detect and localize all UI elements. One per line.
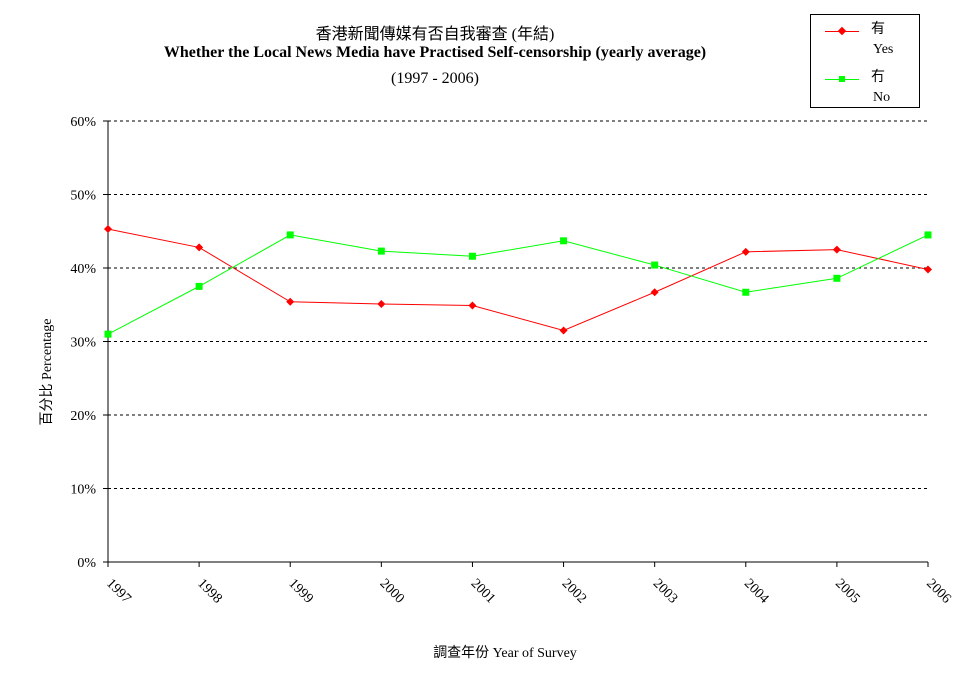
data-point-diamond bbox=[559, 326, 568, 335]
data-point-square bbox=[286, 231, 294, 239]
data-point-diamond bbox=[650, 288, 659, 297]
legend-square-marker bbox=[839, 76, 845, 82]
legend-label-en: No bbox=[873, 90, 891, 105]
data-point-square bbox=[377, 247, 385, 255]
x-tick-label: 2006 bbox=[923, 576, 953, 606]
data-point-diamond bbox=[924, 265, 932, 274]
y-tick-label: 50% bbox=[70, 189, 96, 204]
data-point-square bbox=[924, 231, 932, 239]
chart-title-chinese: 香港新聞傳媒有否自我審查 (年結) bbox=[315, 26, 555, 43]
data-point-square bbox=[195, 282, 203, 290]
data-point-square bbox=[742, 288, 750, 296]
y-tick-label: 60% bbox=[70, 115, 96, 130]
x-tick-label: 2003 bbox=[650, 576, 680, 606]
x-tick-label: 2001 bbox=[468, 576, 498, 606]
chart-legend: 有 Yes 冇 No bbox=[810, 14, 920, 108]
legend-label-zh: 冇 bbox=[871, 70, 885, 85]
y-tick-label: 20% bbox=[70, 409, 96, 424]
data-point-square bbox=[560, 237, 568, 245]
data-point-diamond bbox=[468, 301, 477, 310]
data-point-square bbox=[833, 274, 841, 282]
series-line bbox=[107, 228, 929, 332]
legend-label-en: Yes bbox=[873, 42, 894, 57]
data-point-diamond bbox=[741, 247, 750, 256]
chart-title-range: (1997 - 2006) bbox=[391, 70, 479, 87]
x-tick-label: 2004 bbox=[741, 576, 771, 606]
x-tick-label: 2000 bbox=[377, 576, 407, 606]
y-tick-label: 40% bbox=[70, 262, 96, 277]
series-line bbox=[107, 234, 929, 335]
data-point-diamond bbox=[195, 243, 204, 252]
data-point-diamond bbox=[832, 245, 841, 254]
x-tick-label: 1998 bbox=[194, 576, 224, 606]
y-tick-label: 30% bbox=[70, 336, 96, 351]
data-point-diamond bbox=[377, 300, 386, 309]
data-point-square bbox=[468, 252, 476, 260]
data-point-square bbox=[104, 330, 112, 338]
x-tick-label: 2002 bbox=[559, 576, 589, 606]
y-axis-label: 百分比 Percentage bbox=[40, 318, 55, 426]
data-point-square bbox=[651, 261, 659, 269]
x-axis-label: 調查年份 Year of Survey bbox=[433, 646, 577, 661]
data-point-diamond bbox=[286, 297, 295, 306]
legend-label-zh: 有 bbox=[871, 22, 885, 37]
y-tick-label: 10% bbox=[70, 483, 96, 498]
data-point-diamond bbox=[104, 225, 112, 234]
x-tick-label: 2005 bbox=[832, 576, 862, 606]
y-tick-label: 0% bbox=[77, 556, 96, 571]
chart-title-english: Whether the Local News Media have Practi… bbox=[163, 44, 707, 61]
x-tick-label: 1999 bbox=[285, 576, 315, 606]
x-tick-label: 1997 bbox=[103, 576, 133, 606]
legend-diamond-marker bbox=[837, 26, 847, 36]
